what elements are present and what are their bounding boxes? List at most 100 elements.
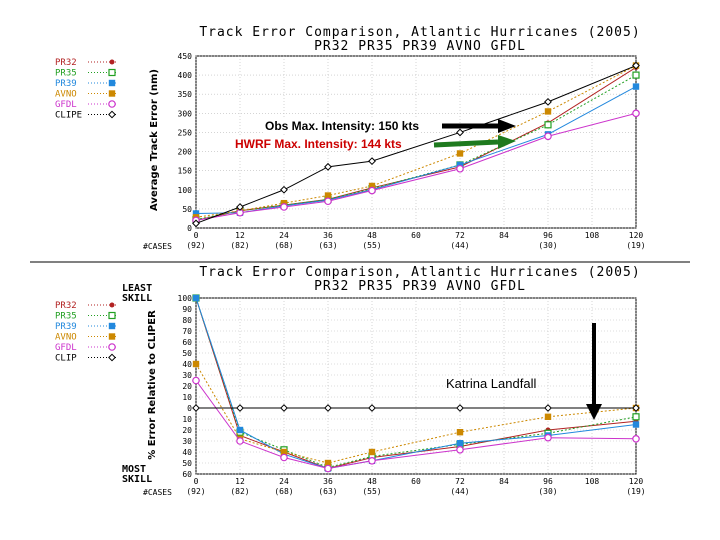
- series-line-avno: [195, 65, 637, 218]
- legend-label-pr35: PR35: [55, 69, 77, 79]
- legend-label-gfdl: GFDL: [55, 343, 77, 353]
- x-tick-label: 96: [543, 477, 553, 486]
- data-point: [632, 83, 640, 90]
- data-point: [632, 434, 640, 443]
- series-gfdl: [192, 109, 640, 225]
- data-point: [456, 404, 464, 412]
- data-point: [280, 404, 288, 412]
- series-line-pr35: [195, 297, 637, 468]
- case-count-label: (44): [450, 241, 469, 250]
- x-tick-label: 12: [235, 477, 245, 486]
- data-point: [456, 445, 464, 454]
- chart2-ticks: 0 12 24 36 48 60 72 84 96 108 12010090807060504030…: [178, 294, 646, 496]
- data-point: [456, 161, 464, 169]
- y-tick-label: 100: [178, 186, 193, 195]
- legend-label-pr39: PR39: [55, 79, 77, 89]
- series-gfdl: [192, 376, 640, 473]
- legend-marker: [108, 100, 116, 108]
- chart2-series: [192, 294, 640, 473]
- data-point: [368, 157, 376, 166]
- x-tick-label: 24: [279, 477, 289, 486]
- data-point: [544, 404, 552, 412]
- case-count-label: (63): [318, 241, 337, 250]
- x-tick-label: 60: [411, 477, 421, 486]
- data-point: [456, 440, 464, 447]
- data-point: [236, 437, 244, 445]
- data-point: [280, 199, 288, 207]
- case-count-label: (92): [186, 487, 205, 496]
- data-point: [456, 164, 464, 173]
- legend-marker: [109, 302, 115, 308]
- track-error-chart: Track Error Comparison, Atlantic Hurrica…: [55, 25, 646, 251]
- most-skill-label-1: MOST: [122, 464, 146, 475]
- x-tick-label: 0: [194, 231, 199, 240]
- case-count-label: (63): [318, 487, 337, 496]
- y-tick-label: 50: [182, 205, 192, 214]
- obs-arrow: [442, 119, 516, 133]
- series-clipe: [192, 61, 640, 228]
- y-tick-label: 10: [182, 393, 192, 402]
- series-line-gfdl: [195, 112, 637, 221]
- x-tick-label: 108: [585, 231, 600, 240]
- chart1-series: [192, 61, 640, 228]
- legend-label-pr32: PR32: [55, 58, 77, 68]
- data-point: [544, 132, 552, 141]
- chart1-ticks: 0 12 24 36 48 60 72 84 96 108 120 0 50 100 150 200 250 30…: [178, 52, 646, 250]
- y-tick-label: 10: [182, 415, 192, 424]
- case-count-label: (82): [230, 487, 249, 496]
- data-point: [368, 456, 376, 465]
- y-tick-label: 20: [182, 382, 192, 391]
- legend-marker: [108, 353, 116, 362]
- chart1-subtitle: PR32 PR35 PR39 AVNO GFDL: [314, 39, 526, 54]
- case-count-label: (55): [362, 241, 381, 250]
- case-count-label: (92): [186, 241, 205, 250]
- data-point: [368, 404, 376, 412]
- y-tick-label: 450: [178, 52, 193, 61]
- case-count-label: (19): [626, 241, 645, 250]
- y-tick-label: 300: [178, 109, 193, 118]
- data-point: [280, 185, 288, 194]
- legend-label-gfdl: GFDL: [55, 100, 77, 110]
- data-point: [324, 162, 332, 171]
- chart2-ylabel: % Error Relative to CLIPER: [147, 310, 158, 460]
- series-line-clipe: [195, 65, 637, 224]
- y-tick-label: 60: [182, 338, 192, 347]
- y-tick-label: 50: [182, 349, 192, 358]
- least-skill-label-2: SKILL: [122, 293, 152, 304]
- data-point: [632, 109, 640, 118]
- data-point: [324, 464, 332, 473]
- series-line-pr35: [195, 74, 637, 221]
- data-point: [192, 210, 200, 217]
- data-point: [368, 448, 376, 456]
- x-tick-label: 36: [323, 477, 333, 486]
- y-tick-label: 350: [178, 90, 193, 99]
- y-tick-label: 0: [187, 404, 192, 413]
- data-point: [324, 404, 332, 412]
- case-count-label: (44): [450, 487, 469, 496]
- chart2-cases-label: #CASES: [143, 488, 172, 497]
- x-tick-label: 96: [543, 231, 553, 240]
- data-point: [192, 219, 200, 228]
- obs-intensity-annotation: Obs Max. Intensity: 150 kts: [265, 119, 420, 133]
- case-count-label: (30): [538, 487, 557, 496]
- hwrf-arrow: [433, 135, 516, 149]
- data-point: [236, 203, 244, 211]
- y-tick-label: 20: [182, 426, 192, 435]
- most-skill-label-2: SKILL: [122, 474, 152, 485]
- y-tick-label: 60: [182, 470, 192, 479]
- data-point: [280, 448, 288, 456]
- legend-marker: [108, 79, 116, 87]
- case-count-label: (55): [362, 487, 381, 496]
- data-point: [324, 197, 332, 206]
- data-point: [324, 192, 332, 199]
- x-tick-label: 120: [629, 231, 644, 240]
- data-point: [632, 404, 640, 412]
- chart1-ylabel: Average Track Error (nm): [149, 69, 160, 211]
- x-tick-label: 48: [367, 477, 377, 486]
- y-tick-label: 50: [182, 459, 192, 468]
- y-tick-label: 30: [182, 371, 192, 380]
- y-tick-label: 200: [178, 148, 193, 157]
- data-point: [368, 182, 376, 190]
